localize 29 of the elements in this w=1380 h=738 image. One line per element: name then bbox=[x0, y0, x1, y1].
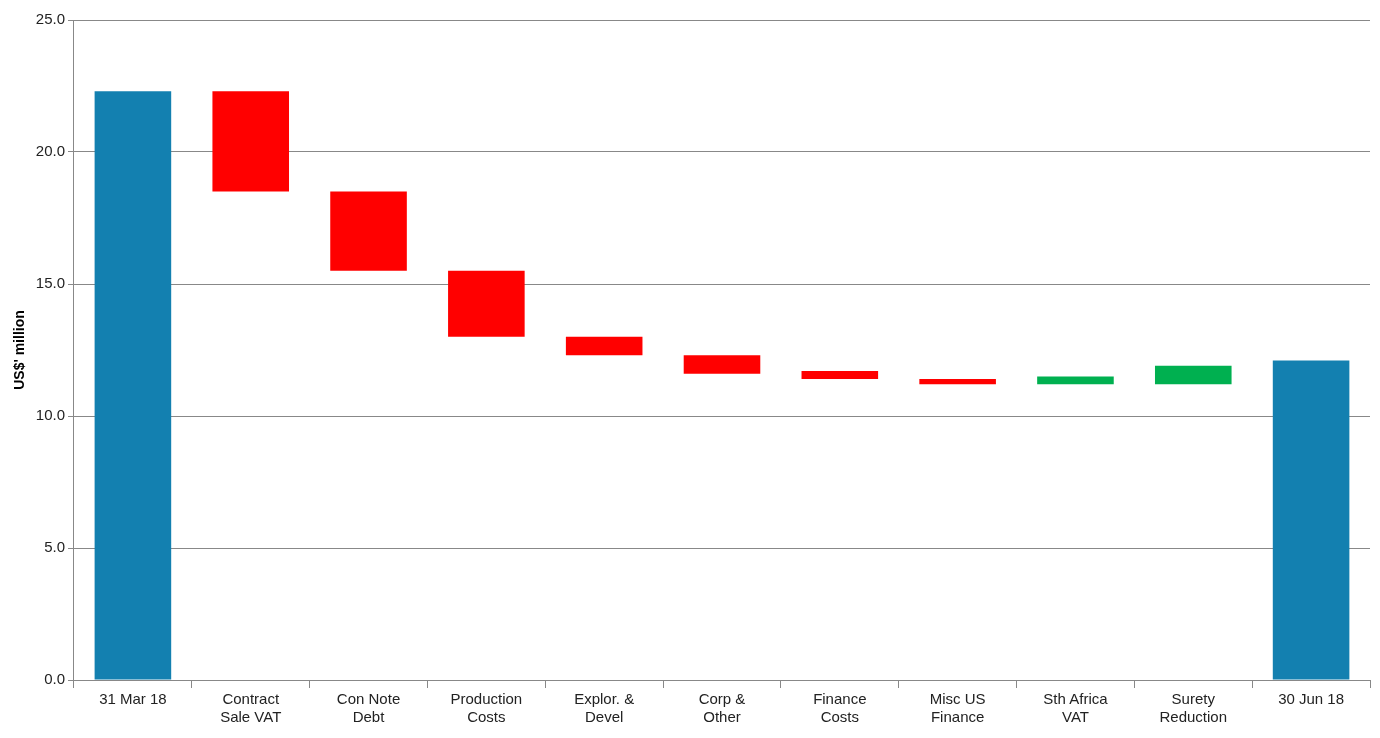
bar bbox=[801, 371, 879, 380]
x-tick-label: Corp & Other bbox=[698, 690, 746, 726]
bar bbox=[565, 336, 643, 356]
bar bbox=[94, 91, 172, 680]
y-tick-label: 5.0 bbox=[44, 538, 65, 556]
y-tick-label: 25.0 bbox=[35, 10, 65, 28]
bar bbox=[919, 379, 996, 385]
x-tick-label: Con Note Debt bbox=[336, 690, 401, 726]
x-tick-label: Contract Sale VAT bbox=[220, 690, 282, 726]
x-tick-label: 30 Jun 18 bbox=[1278, 690, 1345, 708]
x-tick-label: Sth Africa VAT bbox=[1043, 690, 1109, 726]
bar bbox=[330, 191, 407, 271]
bar bbox=[212, 91, 290, 192]
x-tick-label: Surety Reduction bbox=[1159, 690, 1228, 726]
x-tick-label: Misc US Finance bbox=[929, 690, 986, 726]
bar bbox=[1154, 365, 1232, 385]
x-tick-label: Production Costs bbox=[450, 690, 523, 726]
bar bbox=[683, 355, 761, 374]
x-tick-label: Explor. & Devel bbox=[574, 690, 635, 726]
y-tick-label: 10.0 bbox=[35, 406, 65, 424]
y-axis-title: US$' million bbox=[11, 310, 28, 390]
y-tick-label: 20.0 bbox=[35, 142, 65, 160]
y-tick-label: 0.0 bbox=[44, 670, 65, 688]
y-tick-label: 15.0 bbox=[35, 274, 65, 292]
x-tick-label: Finance Costs bbox=[813, 690, 867, 726]
x-tick-label: 31 Mar 18 bbox=[99, 690, 167, 708]
bar bbox=[1037, 376, 1114, 385]
bar bbox=[448, 270, 525, 337]
bar bbox=[1272, 360, 1350, 680]
